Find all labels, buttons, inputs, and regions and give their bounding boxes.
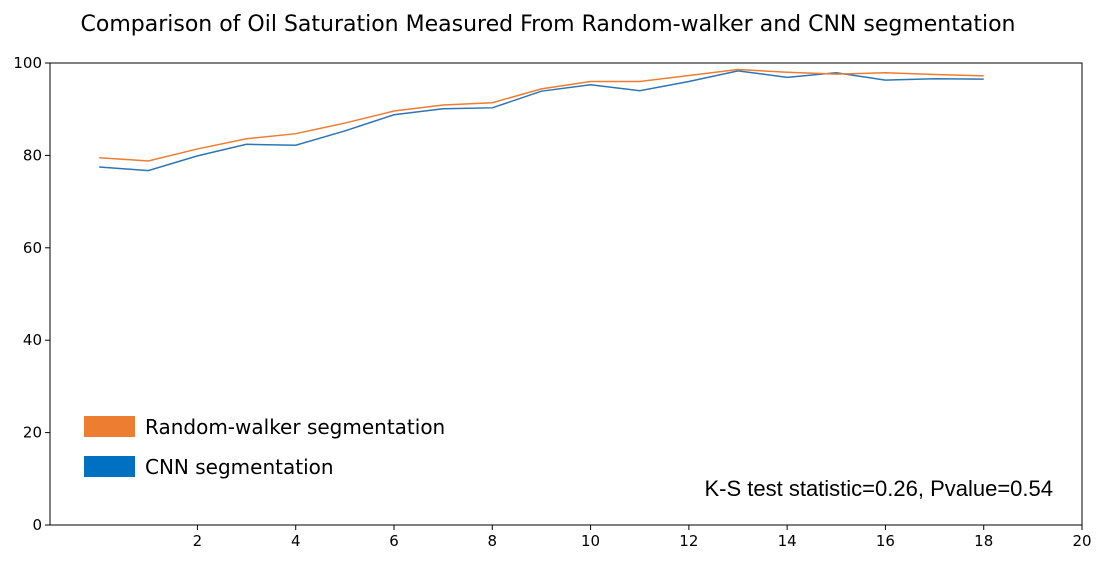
chart-title: Comparison of Oil Saturation Measured Fr…: [81, 12, 1016, 37]
x-tick-label: 16: [876, 532, 895, 550]
x-tick-label: 20: [1072, 532, 1091, 550]
ks-test-annotation: K-S test statistic=0.26, Pvalue=0.54: [704, 476, 1053, 501]
y-tick-label: 20: [23, 424, 42, 442]
x-tick-label: 14: [778, 532, 797, 550]
legend-swatch-random-walker: [84, 416, 135, 437]
x-tick-label: 12: [679, 532, 698, 550]
x-tick-label: 2: [193, 532, 203, 550]
axis-ticks: 2 4 6 8 10 12 14 16 18 20 0 20 40 60 80 100: [13, 54, 1091, 550]
y-tick-label: 60: [23, 239, 42, 257]
legend-swatch-cnn: [84, 456, 135, 477]
x-tick-label: 4: [291, 532, 301, 550]
plot-area: [49, 62, 1083, 526]
x-tick-label: 6: [389, 532, 399, 550]
x-tick-label: 8: [488, 532, 498, 550]
series-line-cnn: [99, 70, 984, 172]
series-line-random-walker: [99, 68, 984, 162]
legend: Random-walker segmentation CNN segmentat…: [84, 415, 445, 479]
y-tick-label: 40: [23, 331, 42, 349]
y-tick-label: 80: [23, 146, 42, 164]
x-tick-label: 18: [974, 532, 993, 550]
legend-label-cnn: CNN segmentation: [145, 455, 334, 479]
y-tick-label: 100: [13, 54, 42, 72]
series-lines: [99, 68, 984, 172]
y-tick-label: 0: [32, 516, 42, 534]
legend-label-random-walker: Random-walker segmentation: [145, 415, 445, 439]
x-tick-label: 10: [581, 532, 600, 550]
